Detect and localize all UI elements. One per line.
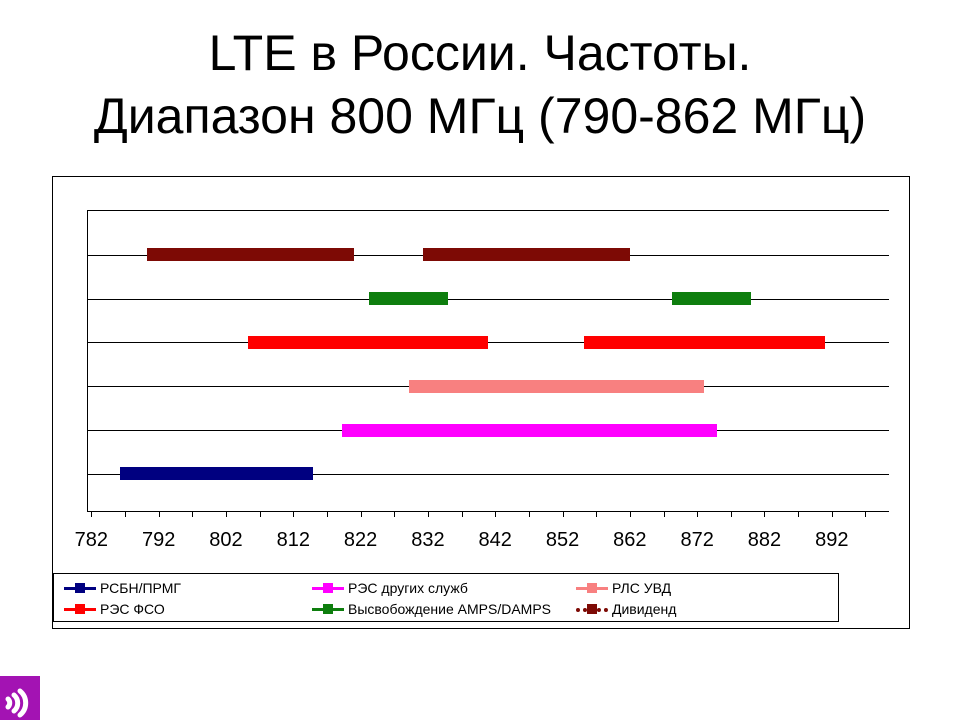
x-axis-tick <box>798 511 800 517</box>
x-axis-label: 862 <box>613 529 647 551</box>
x-axis-tick <box>865 511 867 517</box>
gridline <box>88 473 889 475</box>
x-axis-tick <box>225 511 227 517</box>
legend-square-icon <box>75 583 85 593</box>
legend-item: РЭС других служб <box>312 579 468 597</box>
x-axis-label: 802 <box>209 529 243 551</box>
x-axis-label: 782 <box>74 529 109 551</box>
legend-marker-icon <box>576 580 608 596</box>
legend-marker-icon <box>312 580 344 596</box>
legend-label: РЛС УВД <box>612 580 672 596</box>
x-axis-tick <box>461 511 463 517</box>
x-axis-tick <box>326 511 328 517</box>
legend-box: РСБН/ПРМГ РЭС других служб РЛС УВД РЭС ФСО В… <box>53 573 839 622</box>
legend-marker-icon <box>576 601 608 617</box>
bar-segment-Дивиденд <box>146 248 354 262</box>
bar-segment-РЭС ФСО <box>247 335 489 349</box>
legend-square-icon <box>587 583 597 593</box>
x-axis-label: 882 <box>747 529 782 551</box>
legend-item: РЛС УВД <box>576 579 671 597</box>
x-axis-tick <box>495 511 497 517</box>
x-axis-tick <box>360 511 362 517</box>
legend-item: РСБН/ПРМГ <box>64 579 181 597</box>
plot-area: 782 792 802 812 822 832 842 852 862 872 882 892 <box>75 210 889 551</box>
x-axis-tick <box>158 511 160 517</box>
x-axis-label: 852 <box>545 529 580 551</box>
x-axis-tick <box>293 511 295 517</box>
page-title-line2: Диапазон 800 МГц (790-862 МГц) <box>93 88 867 144</box>
legend-square-icon <box>323 583 333 593</box>
legend-square-icon <box>75 604 85 614</box>
bar-segment-Дивиденд <box>422 248 630 262</box>
x-axis-label: 822 <box>343 529 378 551</box>
x-axis-tick <box>764 511 766 517</box>
x-axis-label: 842 <box>478 529 512 551</box>
x-axis-tick <box>831 511 833 517</box>
x-axis-label: 792 <box>141 529 176 551</box>
legend-label: РЭС ФСО <box>100 601 165 617</box>
legend-marker-icon <box>312 601 344 617</box>
gridline <box>88 298 889 300</box>
x-axis-label: 892 <box>815 529 849 551</box>
legend-label: РЭС других служб <box>348 580 468 596</box>
chart-frame: 782 792 802 812 822 832 842 852 862 872 882 892 РСБ… <box>52 176 910 629</box>
x-axis-tick <box>394 511 396 517</box>
bar-segment-Высвобождение AMPS/DAMPS <box>369 292 449 306</box>
x-axis-tick <box>259 511 261 517</box>
signal-waves-logo <box>0 676 40 720</box>
page-title: LTE в России. Частоты. Диапазон 800 МГц … <box>0 22 960 148</box>
legend-marker-icon <box>64 580 96 596</box>
x-axis-tick <box>697 511 699 517</box>
x-axis-tick <box>730 511 732 517</box>
x-axis-label: 812 <box>276 529 310 551</box>
gridline <box>88 342 889 344</box>
page-title-line1: LTE в России. Частоты. <box>208 25 752 81</box>
x-axis-tick <box>192 511 194 517</box>
x-axis-tick <box>596 511 598 517</box>
legend-item: РЭС ФСО <box>64 600 165 618</box>
legend-item: Высвобождение AMPS/DAMPS <box>312 600 551 618</box>
x-axis-tick <box>562 511 564 517</box>
legend-label: РСБН/ПРМГ <box>100 580 181 596</box>
x-axis-label: 832 <box>411 529 445 551</box>
bar-segment-Высвобождение AMPS/DAMPS <box>671 292 751 306</box>
legend-label: Высвобождение AMPS/DAMPS <box>348 601 552 617</box>
x-axis-tick <box>427 511 429 517</box>
x-axis-tick <box>663 511 665 517</box>
bar-segment-РСБН/ПРМГ <box>120 467 314 481</box>
x-axis-tick <box>629 511 631 517</box>
legend-square-icon <box>323 604 333 614</box>
bar-segment-РЭС других служб <box>342 423 718 437</box>
x-axis-tick <box>91 511 93 517</box>
signal-waves-icon <box>0 676 40 720</box>
legend-marker-icon <box>64 601 96 617</box>
x-axis-tick <box>125 511 127 517</box>
bar-segment-РЛС УВД <box>409 379 704 393</box>
legend-label: Дивиденд <box>612 601 677 617</box>
legend-item: Дивиденд <box>576 600 676 618</box>
x-axis-label: 872 <box>680 529 714 551</box>
bar-segment-РЭС ФСО <box>584 335 826 349</box>
x-axis-tick <box>528 511 530 517</box>
legend-square-icon <box>587 604 597 614</box>
